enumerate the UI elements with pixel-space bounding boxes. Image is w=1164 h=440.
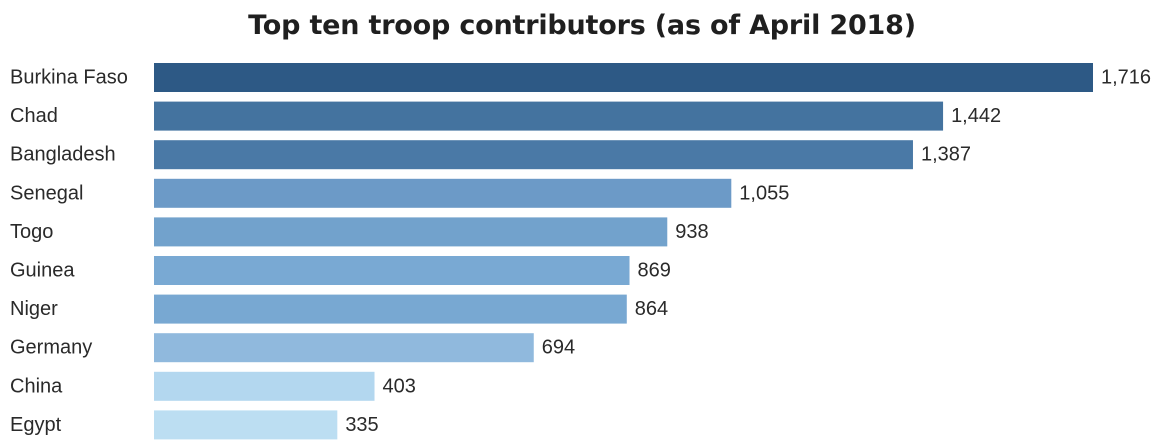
category-label: Niger xyxy=(10,298,58,320)
category-label: Chad xyxy=(10,105,58,127)
value-label: 1,716 xyxy=(1101,67,1151,89)
value-label: 864 xyxy=(635,298,668,320)
bar-senegal xyxy=(154,178,732,208)
bar-bangladesh xyxy=(154,140,913,170)
value-label: 938 xyxy=(675,221,708,243)
bar-guinea xyxy=(154,256,630,285)
category-label: Germany xyxy=(10,337,92,359)
bars-group xyxy=(154,63,1093,440)
value-label: 694 xyxy=(542,337,575,359)
value-label: 403 xyxy=(383,375,416,397)
value-label: 1,055 xyxy=(739,182,789,204)
category-label: Bangladesh xyxy=(10,144,116,166)
bar-chad xyxy=(154,101,944,131)
category-label: Burkina Faso xyxy=(10,67,128,89)
bar-togo xyxy=(154,217,668,247)
category-labels-group: Burkina Faso Chad Bangladesh Senegal Togo Gui… xyxy=(10,67,128,436)
bar-china xyxy=(154,371,375,401)
value-label: 1,387 xyxy=(921,144,971,166)
value-label: 1,442 xyxy=(951,105,1001,127)
value-label: 335 xyxy=(345,414,378,436)
category-label: Guinea xyxy=(10,260,75,282)
chart-title: Top ten troop contributors (as of April … xyxy=(248,10,916,41)
bar-niger xyxy=(154,294,627,324)
category-label: Egypt xyxy=(10,414,62,436)
value-label: 869 xyxy=(638,260,671,282)
bar-egypt xyxy=(154,410,338,440)
category-label: Senegal xyxy=(10,182,83,204)
category-label: China xyxy=(10,375,63,397)
bar-burkina-faso xyxy=(154,63,1093,92)
bar-germany xyxy=(154,333,534,363)
category-label: Togo xyxy=(10,221,53,243)
